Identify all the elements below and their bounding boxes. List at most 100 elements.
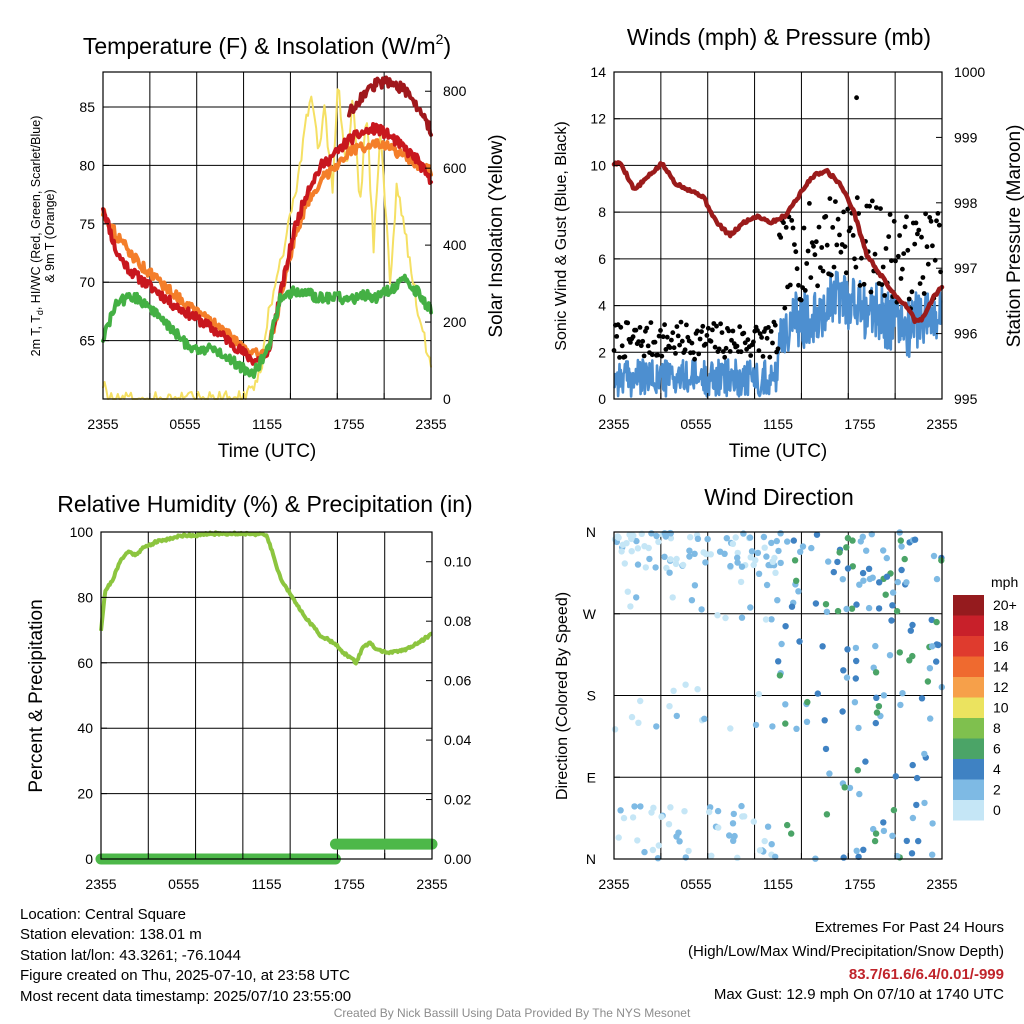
direction-point bbox=[907, 627, 914, 634]
direction-point bbox=[856, 581, 863, 588]
direction-point bbox=[926, 665, 934, 672]
direction-point bbox=[624, 588, 631, 595]
gust-point bbox=[872, 251, 878, 257]
direction-point bbox=[928, 643, 936, 650]
direction-point bbox=[889, 832, 896, 839]
gust-point bbox=[757, 331, 763, 337]
gust-point bbox=[633, 327, 639, 333]
temperature-ticks: 2355 0555 1155 1755 2355 65 70 75 80 85 0 200 400 600… bbox=[79, 83, 466, 432]
gust-point bbox=[802, 288, 808, 293]
direction-point bbox=[729, 540, 737, 547]
direction-point bbox=[715, 824, 722, 831]
temp-xtick-label: 1755 bbox=[333, 416, 364, 432]
direction-point bbox=[784, 821, 791, 829]
rh-right-ytick-label: 0.06 bbox=[444, 673, 471, 689]
gust-point bbox=[738, 349, 744, 355]
gust-point bbox=[867, 203, 872, 209]
speed-legend-title: mph bbox=[991, 574, 1018, 590]
direction-point bbox=[921, 799, 928, 807]
gust-point bbox=[775, 346, 781, 352]
direction-point bbox=[872, 669, 880, 676]
gust-point bbox=[641, 353, 647, 359]
gust-point bbox=[891, 218, 897, 224]
temp-right-ytick-label: 400 bbox=[443, 237, 467, 253]
direction-point bbox=[673, 712, 680, 720]
direction-point bbox=[843, 544, 850, 551]
gust-point bbox=[625, 320, 631, 326]
gust-point bbox=[916, 227, 922, 233]
direction-point bbox=[928, 616, 935, 624]
direction-point bbox=[685, 847, 692, 855]
direction-point bbox=[746, 534, 754, 541]
direction-point bbox=[722, 614, 729, 622]
direction-point bbox=[763, 553, 770, 560]
gust-point bbox=[823, 214, 829, 219]
gust-point bbox=[837, 232, 842, 238]
extremes-panel: Extremes For Past 24 Hours (High/Low/Max… bbox=[688, 918, 1004, 1006]
direction-point bbox=[740, 530, 747, 537]
direction-point bbox=[669, 594, 676, 601]
direction-point bbox=[666, 569, 673, 576]
speed-legend-label: 12 bbox=[993, 679, 1009, 695]
rh-xtick-label: 1755 bbox=[334, 876, 365, 892]
direction-point bbox=[901, 555, 908, 563]
humidity-grid bbox=[101, 532, 432, 859]
gust-point bbox=[818, 265, 823, 270]
speed-legend-label: 16 bbox=[993, 638, 1009, 654]
gust-point bbox=[792, 242, 797, 248]
speed-legend-label: 6 bbox=[993, 741, 1001, 757]
direction-point bbox=[637, 697, 644, 705]
direction-point bbox=[788, 830, 795, 837]
temp-ytick-label: 70 bbox=[79, 274, 95, 290]
direction-point bbox=[865, 604, 873, 612]
gust-point bbox=[811, 243, 816, 249]
direction-point bbox=[688, 597, 696, 604]
direction-point bbox=[859, 533, 866, 540]
gust-point bbox=[913, 220, 919, 226]
direction-point bbox=[738, 802, 745, 810]
direction-point bbox=[634, 561, 642, 568]
gust-point bbox=[841, 209, 846, 215]
direction-point bbox=[892, 773, 899, 780]
winds-xtick-label: 1155 bbox=[763, 416, 793, 432]
gust-point bbox=[659, 353, 665, 359]
speed-legend-label: 0 bbox=[993, 802, 1001, 818]
temp-ytick-label: 65 bbox=[79, 333, 95, 349]
direction-point bbox=[896, 649, 903, 656]
direction-point bbox=[834, 607, 842, 615]
direction-point bbox=[859, 569, 867, 577]
rh-right-ytick-label: 0.02 bbox=[444, 792, 471, 808]
dir-xtick-label: 1755 bbox=[844, 876, 875, 892]
direction-point bbox=[701, 715, 708, 722]
direction-point bbox=[648, 809, 655, 816]
temp-ytick-label: 75 bbox=[79, 216, 95, 232]
direction-point bbox=[611, 726, 619, 733]
temp-right-ytick-label: 0 bbox=[443, 391, 451, 407]
temp-xtick-label: 2355 bbox=[415, 416, 446, 432]
gust-point bbox=[638, 343, 644, 349]
credit-line: Created By Nick Bassill Using Data Provi… bbox=[333, 1006, 691, 1020]
direction-point bbox=[761, 837, 768, 845]
direction-point bbox=[935, 641, 942, 649]
max-gust: Max Gust: 12.9 mph On 07/10 at 1740 UTC bbox=[713, 986, 1004, 1004]
gust-point bbox=[726, 328, 732, 334]
rh-right-ytick-label: 0.08 bbox=[444, 613, 471, 629]
winds-chart-title: Winds (mph) & Pressure (mb) bbox=[627, 24, 931, 50]
direction-point bbox=[880, 547, 887, 554]
humidity-ylabel-left: Percent & Precipitation bbox=[26, 599, 47, 792]
gust-point bbox=[671, 345, 677, 351]
gust-point bbox=[678, 319, 684, 325]
gust-point bbox=[667, 345, 673, 350]
direction-point bbox=[844, 565, 852, 572]
speed-legend-label: 2 bbox=[993, 782, 1001, 798]
gust-point bbox=[856, 211, 861, 216]
gust-point bbox=[900, 266, 905, 272]
direction-chart: Wind Direction 2355 0555 1155 1755 2355NESWN… bbox=[554, 484, 1018, 892]
direction-point bbox=[903, 837, 910, 845]
winds-series bbox=[611, 95, 945, 398]
direction-point bbox=[750, 818, 757, 825]
gust-point bbox=[869, 198, 875, 204]
speed-legend-swatch bbox=[953, 595, 984, 616]
gust-point bbox=[787, 282, 793, 288]
direction-point bbox=[704, 535, 711, 543]
